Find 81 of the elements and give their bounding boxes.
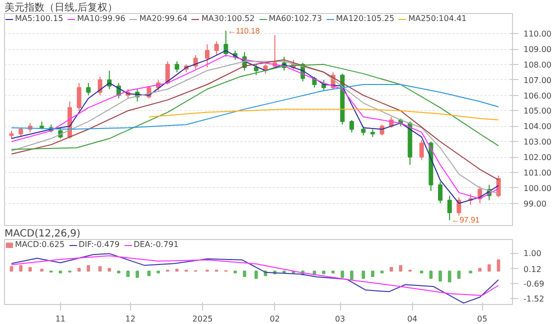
x-tick-label: 11 bbox=[55, 314, 66, 324]
y-tick-label: 101.00 bbox=[524, 168, 552, 178]
line-series bbox=[10, 84, 500, 130]
bar bbox=[350, 270, 354, 280]
y-tick-label: -1.52 bbox=[524, 294, 544, 304]
x-tick-label: 02 bbox=[270, 314, 280, 324]
legend-label: MA10:99.96 bbox=[77, 14, 126, 23]
line-series bbox=[10, 253, 500, 304]
candlestick bbox=[174, 60, 180, 73]
y-tick-label: 107.00 bbox=[524, 76, 552, 85]
x-tick-label: 12 bbox=[125, 314, 136, 324]
y-tick-label: 103.00 bbox=[524, 138, 552, 147]
candlestick bbox=[214, 40, 219, 56]
legend-label: MA250:104.41 bbox=[408, 14, 467, 23]
bar bbox=[448, 270, 452, 282]
x-tick-label: 2025 bbox=[192, 314, 213, 324]
bar bbox=[108, 268, 112, 272]
legend-label: MA60:102.73 bbox=[268, 14, 322, 23]
legend-label: MA20:99.64 bbox=[139, 14, 188, 23]
candlestick bbox=[361, 126, 366, 136]
legend-label: MA120:105.25 bbox=[336, 14, 394, 23]
candlestick bbox=[204, 44, 210, 68]
bar bbox=[77, 268, 81, 272]
legend-label: DEA:-0.791 bbox=[134, 240, 179, 249]
x-tick-label: 03 bbox=[334, 314, 346, 324]
bar bbox=[457, 270, 461, 279]
y-tick-label: 106.00 bbox=[524, 91, 552, 100]
y-tick-label: 102.00 bbox=[524, 153, 552, 162]
candlestick bbox=[447, 195, 452, 221]
candlestick bbox=[165, 60, 170, 85]
bar bbox=[126, 270, 130, 278]
bar bbox=[254, 270, 258, 279]
line-series bbox=[10, 255, 500, 296]
bar bbox=[488, 264, 491, 272]
bar bbox=[478, 268, 482, 272]
bar bbox=[362, 270, 366, 279]
bar bbox=[398, 265, 402, 272]
line-series bbox=[148, 108, 500, 120]
bar bbox=[340, 270, 344, 278]
annotation: ←97.91 bbox=[452, 216, 480, 225]
y-tick-label: 99.00 bbox=[524, 199, 546, 208]
candlestick bbox=[18, 127, 24, 138]
bar bbox=[322, 270, 326, 274]
bar bbox=[19, 265, 22, 272]
candlestick bbox=[419, 140, 424, 161]
bar bbox=[86, 265, 90, 272]
y-tick-label: -0.69 bbox=[524, 280, 544, 289]
chart-title: MACD(12,26,9) bbox=[4, 228, 81, 240]
candlestick bbox=[76, 82, 82, 112]
y-tick-label: 100.00 bbox=[524, 184, 552, 193]
line-series bbox=[10, 64, 500, 150]
legend-label: MA30:100.52 bbox=[201, 14, 255, 23]
bar bbox=[147, 270, 151, 276]
x-tick-label: 04 bbox=[407, 314, 418, 324]
bar bbox=[242, 270, 246, 278]
bar bbox=[496, 259, 500, 272]
bar bbox=[371, 270, 374, 278]
y-tick-label: 1.00 bbox=[524, 249, 542, 258]
candlestick bbox=[349, 120, 354, 133]
y-tick-label: 108.00 bbox=[524, 60, 552, 70]
bar bbox=[98, 266, 102, 272]
bar bbox=[28, 266, 32, 272]
legend-label: MACD:0.625 bbox=[15, 240, 65, 249]
candlestick bbox=[86, 82, 91, 96]
bar bbox=[438, 270, 442, 282]
bar bbox=[136, 270, 139, 278]
bar bbox=[10, 266, 14, 272]
candlestick bbox=[254, 64, 258, 76]
y-tick-label: 104.00 bbox=[524, 122, 552, 132]
y-tick-label: 105.00 bbox=[524, 106, 552, 116]
y-tick-label: 110.00 bbox=[524, 30, 552, 39]
legend-label: DIF:-0.479 bbox=[78, 240, 120, 249]
x-tick-label: 05 bbox=[477, 314, 488, 324]
y-tick-label: 109.00 bbox=[524, 45, 552, 54]
bar bbox=[429, 270, 433, 279]
bar bbox=[390, 266, 393, 272]
annotation: ←110.18 bbox=[228, 26, 260, 36]
candlestick bbox=[438, 181, 443, 204]
chart-title: 美元指数（日线,后复权） bbox=[4, 2, 118, 14]
y-tick-label: 0.12 bbox=[524, 264, 542, 274]
legend-label: MA5:100.15 bbox=[15, 14, 64, 23]
